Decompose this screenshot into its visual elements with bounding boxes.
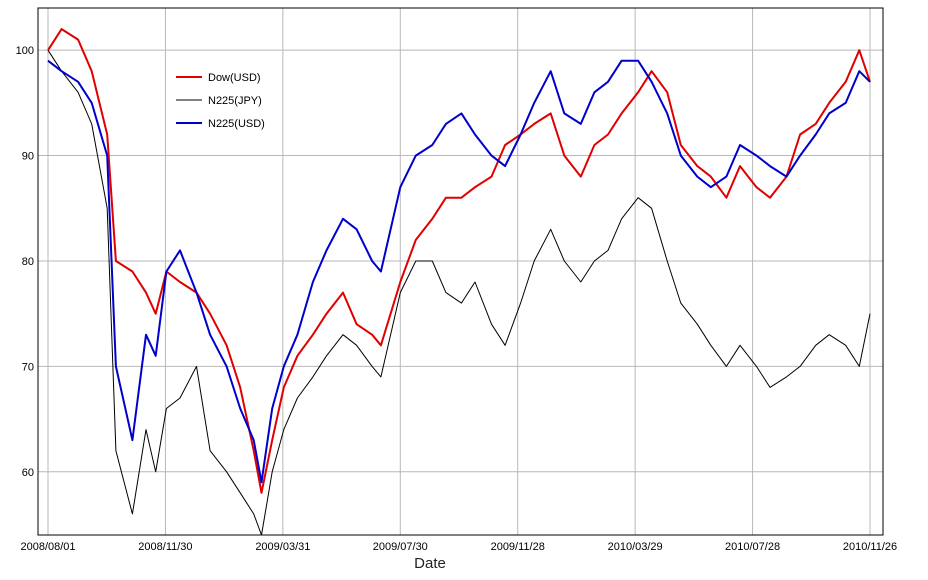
- series-lines: [47, 28, 871, 536]
- plot-frame: [37, 7, 884, 536]
- x-tick-label: 2008/08/01: [20, 541, 75, 553]
- y-tick-label: 70: [22, 361, 34, 373]
- x-tick-label: 2009/03/31: [255, 541, 310, 553]
- tick-labels: 60 70 80 90 100 2008/08/01 2008/11/30 2009/03/3…: [16, 45, 897, 553]
- x-tick-label: 2009/11/28: [491, 541, 545, 553]
- y-tick-label: 90: [22, 151, 34, 163]
- x-tick-label: 2010/03/29: [608, 541, 663, 553]
- y-tick-label: 60: [22, 467, 34, 479]
- x-tick-label: 2008/11/30: [138, 541, 192, 553]
- y-tick-label: 100: [16, 45, 34, 57]
- series-line-0: [47, 28, 871, 494]
- x-tick-label: 2009/07/30: [373, 541, 428, 553]
- legend-label-2: N225(USD): [208, 118, 265, 130]
- legend: Dow(USD) N225(JPY) N225(USD): [176, 72, 265, 130]
- series-line-1: [47, 49, 871, 536]
- y-tick-label: 80: [22, 256, 34, 268]
- legend-label-0: Dow(USD): [208, 72, 261, 84]
- x-tick-label: 2010/07/28: [725, 541, 780, 553]
- legend-label-1: N225(JPY): [208, 95, 262, 107]
- x-axis-title: Date: [414, 555, 446, 572]
- series-line-2: [47, 59, 871, 484]
- x-tick-label: 2010/11/26: [843, 541, 897, 553]
